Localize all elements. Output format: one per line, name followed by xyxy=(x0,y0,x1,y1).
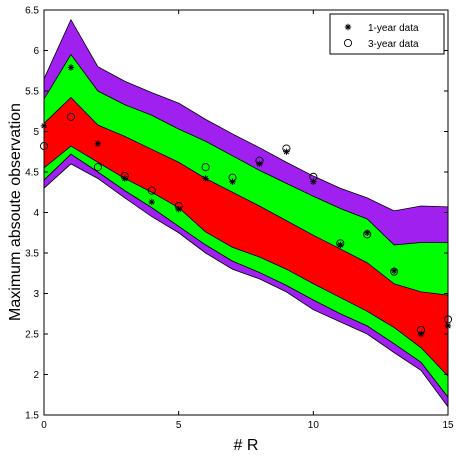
point-3-year xyxy=(309,172,318,181)
x-tick-label: 10 xyxy=(308,420,320,431)
point-3-year xyxy=(147,186,156,195)
y-tick-label: 2.5 xyxy=(25,330,39,341)
y-tick-label: 5 xyxy=(33,127,39,138)
point-1-year xyxy=(229,178,236,185)
point-3-year xyxy=(228,173,237,182)
y-tick-label: 2 xyxy=(33,370,39,381)
point-3-year xyxy=(66,112,75,121)
legend-marker-1-year xyxy=(344,23,352,31)
legend-box xyxy=(329,13,445,55)
y-tick-label: 3.5 xyxy=(25,249,39,260)
y-tick-label: 4.5 xyxy=(25,168,39,179)
point-3-year xyxy=(174,201,183,211)
y-tick-label: 5.5 xyxy=(25,87,39,98)
legend-label-1-year: 1-year data xyxy=(368,23,419,34)
legend: 1-year data 3-year data xyxy=(329,13,445,55)
point-1-year xyxy=(202,175,209,182)
point-1-year xyxy=(40,122,48,130)
point-3-year xyxy=(363,230,372,239)
point-1-year xyxy=(444,322,452,330)
point-3-year xyxy=(39,142,49,151)
x-tick-label: 0 xyxy=(41,420,47,431)
legend-marker-3-year xyxy=(343,38,353,48)
point-1-year xyxy=(390,267,398,275)
point-1-year xyxy=(67,64,75,71)
x-tick-label: 15 xyxy=(442,420,454,431)
y-tick-label: 1.5 xyxy=(25,411,39,422)
legend-label-3-year: 3-year data xyxy=(368,39,419,50)
point-3-year xyxy=(201,163,210,172)
point-3-year xyxy=(120,171,129,181)
x-tick-label: 5 xyxy=(176,420,182,431)
y-tick-label: 3 xyxy=(33,289,39,300)
point-3-year xyxy=(417,325,426,335)
data-points xyxy=(39,64,453,338)
point-3-year xyxy=(93,163,102,172)
point-3-year xyxy=(390,267,399,276)
y-tick-label: 4 xyxy=(33,208,39,219)
y-axis-label: Maximum absoute observation xyxy=(7,103,24,321)
point-3-year xyxy=(255,156,264,165)
legend-asterisk-icon xyxy=(344,23,352,31)
point-1-year xyxy=(121,175,128,182)
point-3-year xyxy=(443,315,453,324)
y-tick-label: 6 xyxy=(33,46,39,57)
confidence-bands xyxy=(43,18,449,409)
legend-circle-icon xyxy=(343,38,353,48)
point-3-year xyxy=(282,144,291,153)
point-1-year xyxy=(94,140,102,147)
point-3-year xyxy=(336,239,345,248)
point-1-year xyxy=(148,198,155,206)
axis-ticks: 0 5 10 15 1.5 2 2.5 3 3.5 4 4.5 5 5.5 6 6.5 xyxy=(25,6,454,432)
y-tick-label: 6.5 xyxy=(25,6,39,17)
x-axis-label: # R xyxy=(234,437,259,454)
